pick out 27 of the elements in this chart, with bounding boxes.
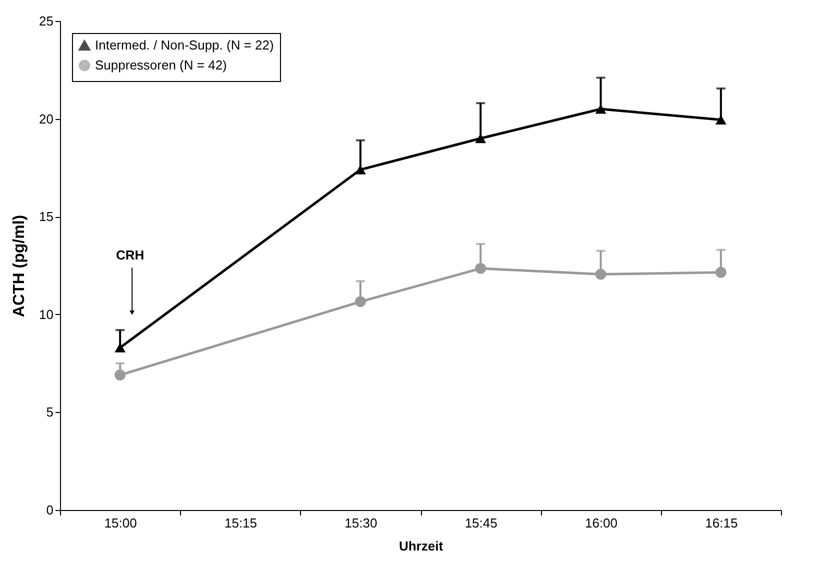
x-tick-label: 15:45 (464, 516, 498, 530)
point (354, 164, 366, 174)
point (114, 342, 126, 352)
point (114, 370, 126, 380)
y-tick-label: 25 (39, 14, 54, 28)
point (715, 115, 726, 125)
x-tick-label: 15:15 (224, 516, 258, 530)
y-tick-label: 15 (39, 209, 54, 224)
legend-label: Intermed. / Non-Supp. (N = 22) (95, 38, 274, 52)
point (475, 134, 486, 144)
point (595, 104, 606, 114)
y-tick-label: 10 (39, 306, 54, 322)
point (475, 262, 486, 274)
point (595, 268, 606, 280)
annotation: CRH (116, 248, 144, 263)
y-axis-title: ACTH (pg/ml) (11, 214, 28, 318)
point (354, 296, 366, 308)
x-tick-label: 16:15 (705, 516, 738, 530)
legend-label: Suppressoren (N = 42) (95, 58, 227, 72)
x-tick-label: 15:30 (344, 516, 378, 530)
y-tick-label: 5 (46, 404, 54, 420)
x-axis-title: Uhrzeit (398, 538, 444, 554)
point (715, 266, 726, 278)
y-tick-label: 0 (46, 502, 54, 518)
x-tick-label: 16:00 (584, 516, 618, 530)
x-tick-label: 15:00 (104, 516, 137, 530)
y-tick-label: 20 (39, 111, 54, 126)
